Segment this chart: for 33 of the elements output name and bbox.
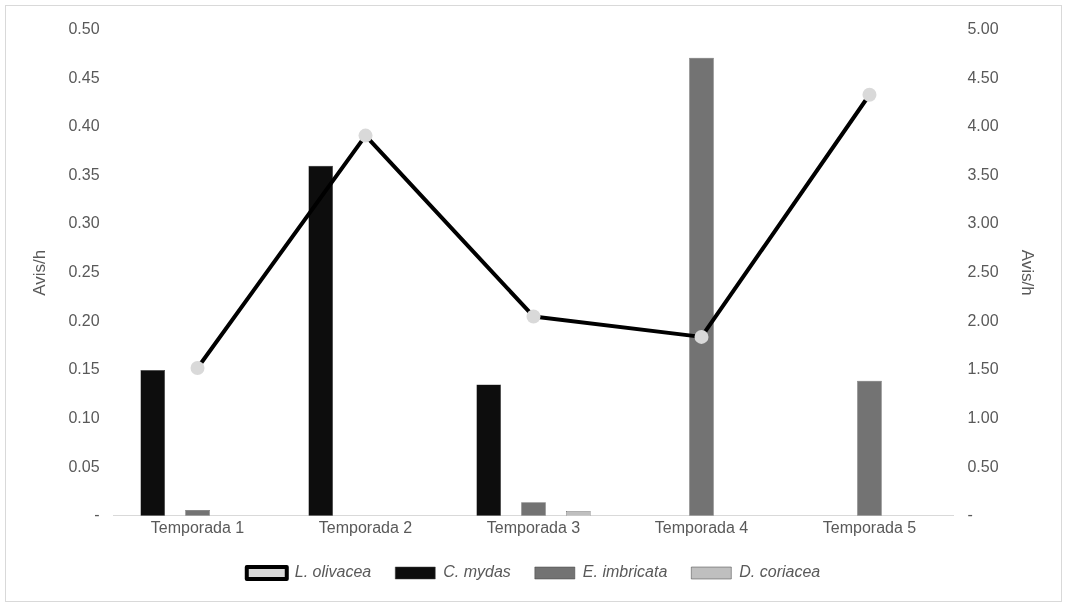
- y2-tick-label: 1.50: [967, 360, 999, 378]
- legend-label: D. coriacea: [739, 563, 821, 581]
- legend-label: C. mydas: [443, 563, 511, 581]
- y2-tick-label: 1.00: [967, 408, 999, 426]
- y2-tick-label: 3.50: [967, 165, 999, 183]
- x-tick-label: Temporada 5: [822, 518, 917, 536]
- legend-label: L. olivacea: [294, 563, 372, 581]
- y-tick-label: 0.50: [68, 20, 100, 38]
- y2-tick-label: -: [967, 506, 973, 524]
- y2-tick-label: 2.00: [967, 311, 999, 329]
- y-tick-label: 0.35: [68, 165, 100, 183]
- y2-tick-label: 3.00: [967, 214, 999, 232]
- x-tick-label: Temporada 3: [486, 518, 581, 536]
- y2-tick-label: 0.50: [967, 457, 999, 475]
- x-tick-label: Temporada 2: [318, 518, 413, 536]
- x-tick-label: Temporada 4: [654, 518, 749, 536]
- y-tick-label: 0.30: [68, 214, 100, 232]
- y-tick-label: 0.25: [68, 263, 100, 281]
- y-tick-label: 0.45: [68, 68, 100, 86]
- y2-tick-label: 2.50: [967, 263, 999, 281]
- y2-axis-title: Avis/h: [1018, 249, 1038, 296]
- x-tick-label: Temporada 1: [150, 518, 245, 536]
- y-tick-label: -: [94, 506, 100, 524]
- y-tick-label: 0.20: [68, 311, 100, 329]
- legend-label: E. imbricata: [582, 563, 668, 581]
- y-axis-title: Avis/h: [29, 249, 49, 296]
- y2-tick-label: 4.00: [967, 117, 999, 135]
- y-tick-label: 0.15: [68, 360, 100, 378]
- y2-tick-label: 5.00: [967, 20, 999, 38]
- y-tick-label: 0.40: [68, 117, 100, 135]
- y2-tick-label: 4.50: [967, 68, 999, 86]
- y-tick-label: 0.10: [68, 408, 100, 426]
- y-tick-label: 0.05: [68, 457, 100, 475]
